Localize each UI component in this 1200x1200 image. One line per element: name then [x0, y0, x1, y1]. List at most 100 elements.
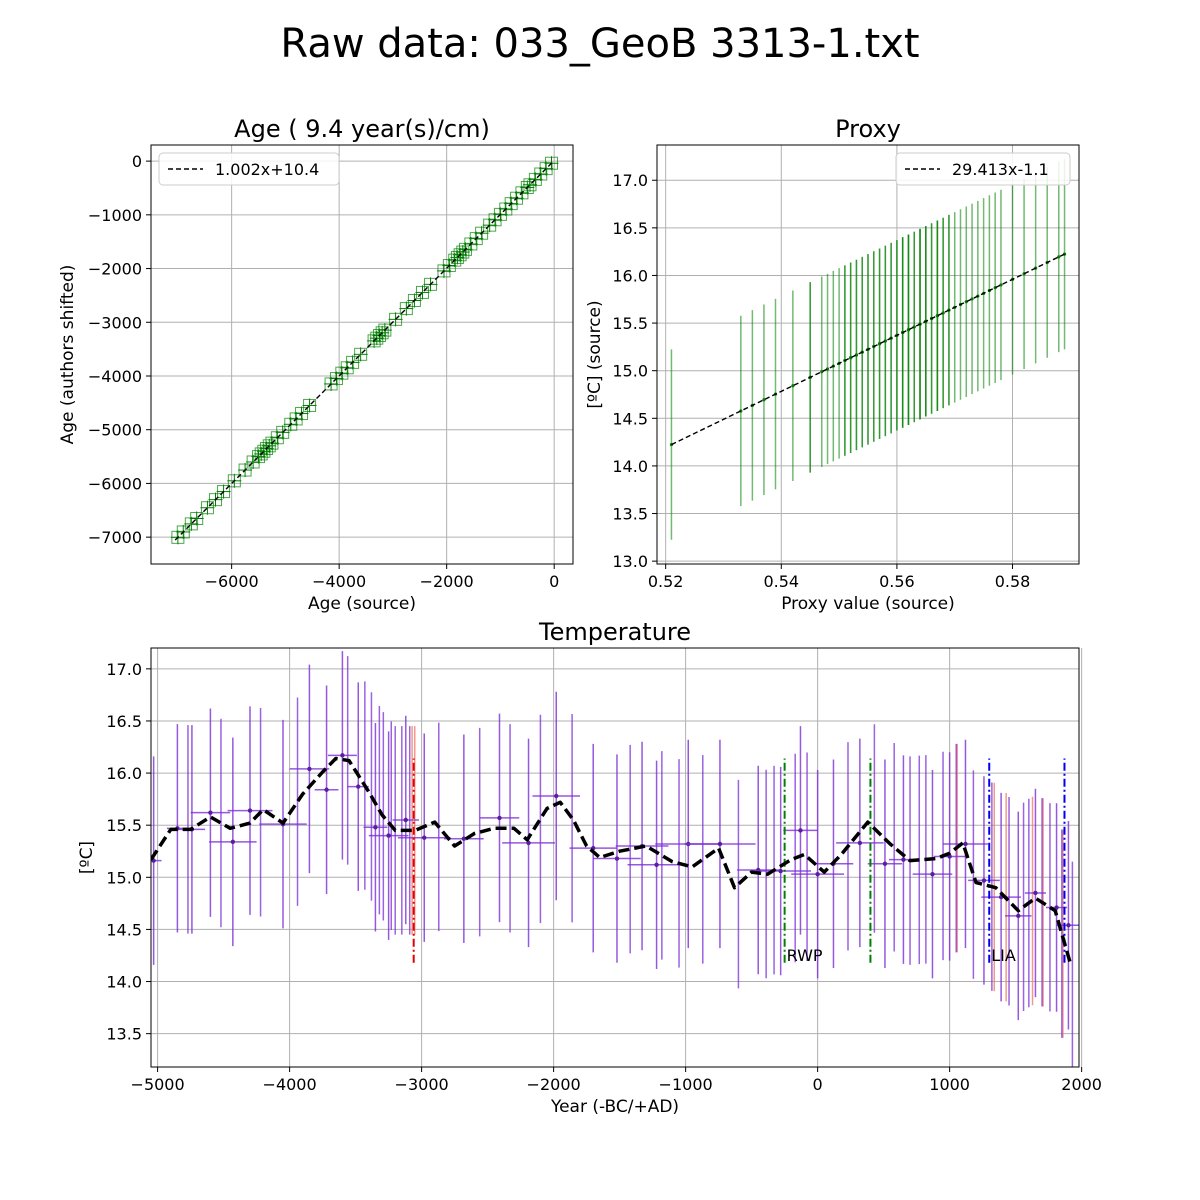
x-tick-label: 1000 — [929, 1075, 970, 1094]
temperature-point — [857, 840, 863, 846]
x-tick-label: −5000 — [131, 1075, 185, 1094]
temperature-point — [247, 808, 253, 813]
temperature-point — [654, 862, 659, 867]
proxy-point — [762, 398, 766, 402]
x-tick-label: −4000 — [263, 1075, 317, 1094]
temperature-point — [963, 841, 968, 847]
axes-frame — [150, 647, 1080, 1068]
temperature-panel: −5000 −4000 −3000 −2000 −1000 0 1000 2000 13.5 14… — [77, 618, 1102, 1117]
age-panel: −6000 −4000 −2000 0 −7000 −6000 −5000 −4000 −300… — [58, 115, 574, 614]
temperature-point — [1033, 890, 1038, 896]
x-tick-label: −1000 — [659, 1075, 713, 1094]
plot-area — [170, 156, 559, 545]
temperature-point — [403, 817, 408, 823]
temperature-point — [1066, 923, 1071, 928]
period-marker-label: RWP — [787, 946, 823, 965]
y-tick-label: 14.5 — [106, 920, 142, 939]
y-tick-label: 15.0 — [612, 362, 648, 381]
y-tick-label: 14.0 — [106, 973, 142, 992]
y-tick-label: −4000 — [88, 367, 142, 386]
y-axis-label: Age (authors shifted) — [58, 265, 78, 445]
y-tick-label: 17.0 — [612, 171, 648, 190]
plot-area: RWP LIA — [151, 651, 1079, 1067]
temperature-point — [1016, 913, 1021, 919]
temperature-point — [798, 828, 803, 833]
temperature-point — [356, 784, 361, 789]
temperature-point — [497, 815, 502, 821]
legend-box — [158, 152, 340, 186]
temperature-point — [461, 836, 467, 841]
temperature-point — [324, 787, 329, 792]
y-tick-label: −7000 — [88, 528, 142, 547]
temperature-point — [230, 839, 236, 845]
y-tick-label: −1000 — [88, 206, 142, 225]
temperature-point — [614, 856, 620, 861]
temperature-point — [778, 868, 783, 874]
legend-box — [895, 152, 1071, 186]
x-tick-label: 0 — [549, 572, 559, 591]
y-tick-label: −6000 — [88, 474, 142, 493]
temperature-point — [554, 793, 559, 799]
age-fit-line — [174, 161, 554, 541]
y-tick-label: 15.5 — [612, 314, 648, 333]
figure-title: Raw data: 033_GeoB 3313-1.txt — [280, 21, 919, 67]
temperature-point — [901, 857, 906, 862]
y-tick-label: 14.5 — [612, 409, 648, 428]
temperature-point — [882, 861, 888, 866]
legend-label: 1.002x+10.4 — [215, 160, 319, 179]
y-tick-label: 15.5 — [106, 816, 142, 835]
x-axis-label: Proxy value (source) — [781, 594, 955, 614]
x-tick-label: 0 — [813, 1075, 823, 1094]
y-tick-label: 15.0 — [106, 868, 142, 887]
temperature-point — [815, 871, 820, 877]
x-tick-label: 2000 — [1061, 1075, 1102, 1094]
temperature-point — [307, 766, 312, 772]
y-tick-label: 14.0 — [612, 457, 648, 476]
y-tick-label: 16.0 — [106, 764, 142, 783]
proxy-point — [1057, 255, 1061, 259]
y-tick-label: −5000 — [88, 421, 142, 440]
temperature-point — [386, 833, 391, 838]
x-tick-label: −6000 — [205, 572, 259, 591]
x-axis-label: Age (source) — [308, 594, 416, 614]
temperature-point — [526, 840, 531, 846]
x-tick-label: −3000 — [395, 1075, 449, 1094]
x-tick-label: 0.58 — [995, 572, 1031, 591]
y-axis-label: [ºC] — [77, 841, 97, 874]
x-tick-label: 0.52 — [648, 572, 684, 591]
temperature-smooth-line — [151, 756, 1073, 967]
temperature-point — [340, 753, 345, 758]
legend-label: 29.413x-1.1 — [952, 160, 1049, 179]
temperature-point — [717, 841, 723, 847]
y-tick-label: 0 — [132, 152, 142, 171]
temperature-point — [930, 871, 935, 877]
y-tick-label: 13.5 — [612, 505, 648, 524]
x-tick-label: 0.56 — [879, 572, 915, 591]
panel-title: Temperature — [538, 618, 691, 646]
x-tick-label: −2000 — [527, 1075, 581, 1094]
proxy-panel: 0.52 0.54 0.56 0.58 13.0 13.5 14.0 14.5 15.0 15.5… — [585, 115, 1080, 614]
y-axis-label: [ºC] (source) — [585, 300, 605, 408]
y-tick-label: 16.5 — [106, 712, 142, 731]
proxy-point — [999, 283, 1003, 287]
panel-title: Proxy — [835, 115, 901, 143]
plot-area — [669, 158, 1067, 540]
panel-title: Age ( 9.4 year(s)/cm) — [234, 115, 490, 143]
temperature-point — [373, 825, 378, 830]
x-axis-label: Year (-BC/+AD) — [550, 1097, 679, 1117]
temperature-point — [981, 878, 987, 883]
y-tick-label: −2000 — [88, 260, 142, 279]
y-tick-label: 17.0 — [106, 660, 142, 679]
temperature-point — [422, 835, 427, 840]
period-marker-label: LIA — [991, 946, 1016, 965]
y-tick-label: 16.5 — [612, 219, 648, 238]
y-tick-label: −3000 — [88, 313, 142, 332]
y-tick-label: 13.0 — [612, 552, 648, 571]
y-tick-label: 16.0 — [612, 266, 648, 285]
proxy-point — [791, 384, 795, 388]
temperature-point — [208, 810, 213, 815]
proxy-fit-line — [671, 253, 1065, 446]
axes-frame — [656, 144, 1080, 565]
temperature-point — [1054, 905, 1059, 910]
axes-frame — [150, 144, 574, 565]
